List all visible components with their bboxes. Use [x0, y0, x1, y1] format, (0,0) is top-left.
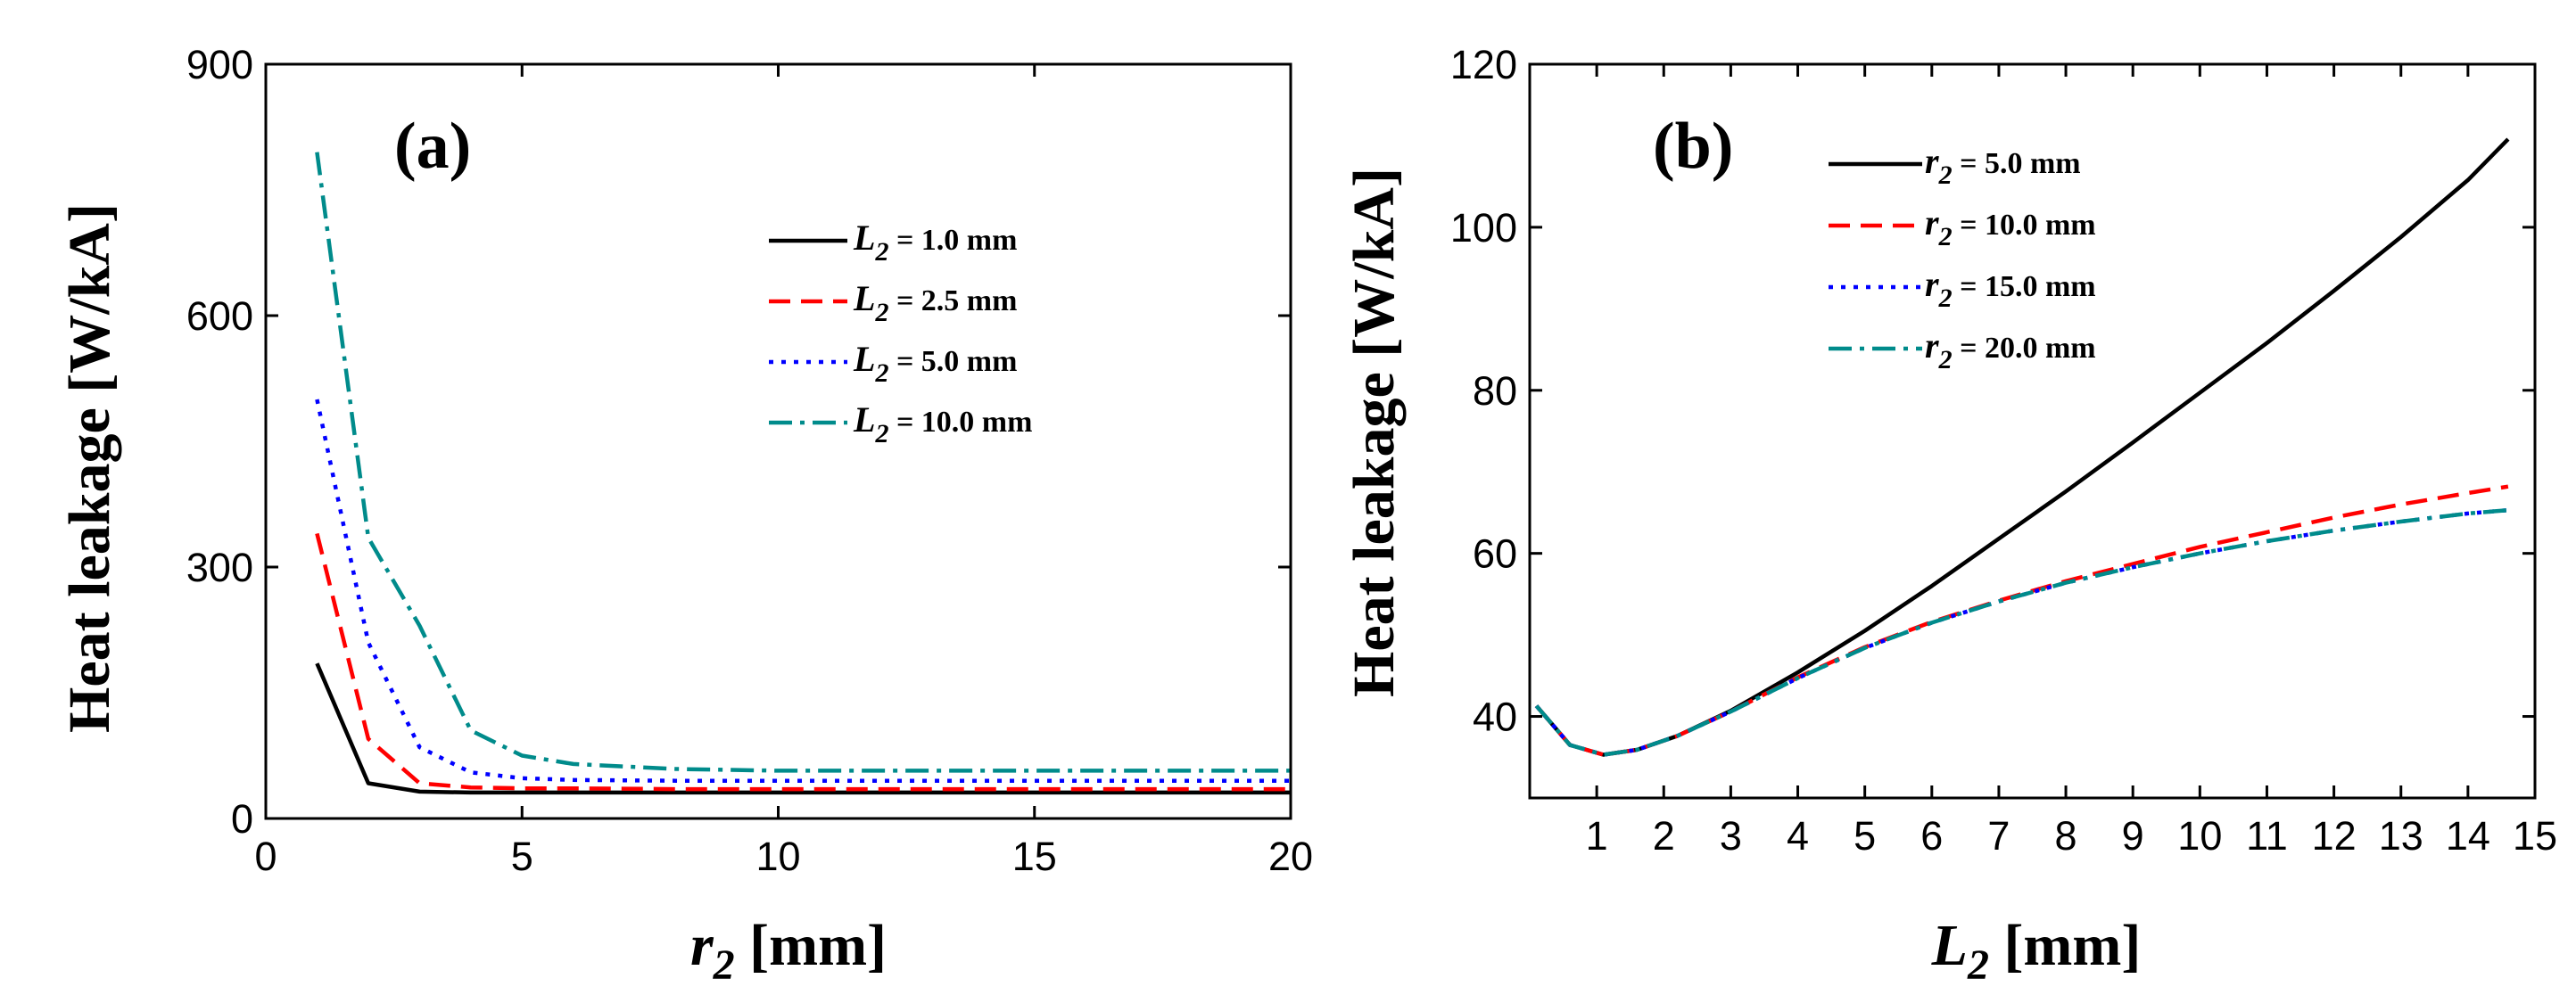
- panel-a-ylabel: Heat leakage [W/kA]: [57, 203, 122, 733]
- panel-b-x-tick-label: 7: [1987, 813, 2010, 859]
- panel-b-series-group: [1534, 137, 2510, 757]
- panel-a-y-tick-label: 0: [231, 796, 253, 842]
- panel-b-x-tick-label: 8: [2055, 813, 2077, 859]
- legend-symbol: r: [1925, 325, 1939, 366]
- panel-b-series-line-4: [1534, 507, 2509, 757]
- panel-b-xlabel-unit: [mm]: [1989, 913, 2141, 978]
- legend-symbol: r: [1925, 141, 1939, 181]
- panel-a-x-tick-label: 20: [1268, 834, 1313, 879]
- panel-a-series-group: [315, 152, 1291, 795]
- legend-value: = 2.5 mm: [888, 284, 1017, 317]
- panel-a-x-tick-label: 10: [755, 834, 800, 879]
- panel-b-x-tick-label: 10: [2177, 813, 2222, 859]
- panel-b-x-tick-label: 14: [2446, 813, 2490, 859]
- panel-a-legend-entry-1: L2 = 1.0 mm: [853, 218, 1017, 267]
- panel-b-x-tick-label: 11: [2246, 813, 2288, 859]
- panel-b-x-tick-label: 6: [1920, 813, 1943, 859]
- panel-b-ylabel: Heat leakage [W/kA]: [1342, 168, 1407, 697]
- panel-b-xlabel: L2 [mm]: [1931, 913, 2142, 989]
- panel-a-label: (a): [394, 110, 471, 183]
- panel-b-y-tick-label: 40: [1473, 695, 1517, 740]
- panel-a-legend-entry-2: L2 = 2.5 mm: [853, 278, 1017, 327]
- panel-b-plot-frame: [1528, 62, 2537, 800]
- panel-a-y-tick-label: 900: [186, 42, 253, 87]
- panel-b-x-tick-label: 3: [1720, 813, 1742, 859]
- panel-b-legend-entry-2: r2 = 10.0 mm: [1925, 202, 2096, 251]
- legend-value: = 10.0 mm: [888, 406, 1032, 439]
- panel-a-series-line-2: [315, 532, 1291, 792]
- legend-subscript: 2: [874, 419, 888, 448]
- panel-b-xlabel-sub: 2: [1967, 942, 1989, 989]
- panel-a-x-tick-label: 0: [254, 834, 277, 879]
- legend-subscript: 2: [874, 237, 888, 267]
- panel-a-chart: (a) Heat leakage [W/kA] r2 [mm] 0 5 10 15 20…: [57, 42, 1313, 989]
- panel-a-series-line-1: [315, 662, 1291, 795]
- panel-b-legend-entry-1: r2 = 5.0 mm: [1925, 141, 2081, 190]
- panel-a-xlabel-unit: [mm]: [735, 913, 887, 978]
- panel-a-y-tick-label: 600: [186, 293, 253, 339]
- panel-a-x-tick-label: 15: [1012, 834, 1057, 879]
- panel-b-x-tick-label: 2: [1653, 813, 1675, 859]
- legend-subscript: 2: [874, 298, 888, 327]
- panel-a-series-line-3: [315, 399, 1291, 783]
- panel-b-label: (b): [1653, 110, 1733, 183]
- panel-a-legend-entry-3: L2 = 5.0 mm: [853, 339, 1017, 388]
- legend-symbol: L: [853, 218, 875, 258]
- panel-b-legend-entry-4: r2 = 20.0 mm: [1925, 325, 2096, 374]
- panel-b-x-tick-label: 13: [2379, 813, 2423, 859]
- legend-value: = 20.0 mm: [1953, 332, 2096, 365]
- legend-subscript: 2: [1938, 160, 1953, 190]
- panel-b-y-tick-label: 60: [1473, 531, 1517, 577]
- panel-b-x-tick-label: 4: [1787, 813, 1809, 859]
- panel-b-legend-entry-3: r2 = 15.0 mm: [1925, 264, 2096, 313]
- panel-b-y-tick-label: 100: [1450, 205, 1517, 251]
- panel-a-y-tick-label: 300: [186, 545, 253, 590]
- legend-subscript: 2: [1938, 284, 1953, 313]
- panel-a-series-line-4: [315, 152, 1291, 773]
- panel-b-x-tick-label: 1: [1586, 813, 1608, 859]
- panel-b-xlabel-symbol: L: [1931, 913, 1968, 978]
- legend-subscript: 2: [874, 358, 888, 388]
- legend-symbol: L: [853, 278, 875, 318]
- panel-b-series-line-3: [1534, 507, 2509, 757]
- panel-a-legend-entry-4: L2 = 10.0 mm: [853, 399, 1032, 448]
- legend-subscript: 2: [1938, 345, 1953, 374]
- legend-value: = 5.0 mm: [1953, 147, 2081, 180]
- legend-symbol: L: [853, 399, 875, 440]
- panel-a-x-tick-label: 5: [511, 834, 533, 879]
- legend-value: = 1.0 mm: [888, 224, 1017, 257]
- legend-value: = 15.0 mm: [1953, 270, 2096, 303]
- panel-b-y-tick-label: 120: [1450, 42, 1517, 87]
- legend-value: = 5.0 mm: [888, 345, 1017, 378]
- panel-a-xlabel-sub: 2: [713, 942, 735, 989]
- legend-subscript: 2: [1938, 222, 1953, 251]
- panel-b-y-tick-label: 80: [1473, 368, 1517, 414]
- panel-b-x-tick-label: 9: [2122, 813, 2144, 859]
- panel-b-x-tick-label: 15: [2513, 813, 2557, 859]
- panel-a-xlabel: r2 [mm]: [690, 913, 887, 989]
- panel-b-x-tick-label: 5: [1854, 813, 1876, 859]
- legend-symbol: r: [1925, 264, 1939, 304]
- legend-value: = 10.0 mm: [1953, 209, 2096, 242]
- legend-symbol: L: [853, 339, 875, 379]
- legend-symbol: r: [1925, 202, 1939, 243]
- panel-b-x-tick-label: 12: [2312, 813, 2357, 859]
- panel-a-xlabel-symbol: r: [690, 913, 714, 978]
